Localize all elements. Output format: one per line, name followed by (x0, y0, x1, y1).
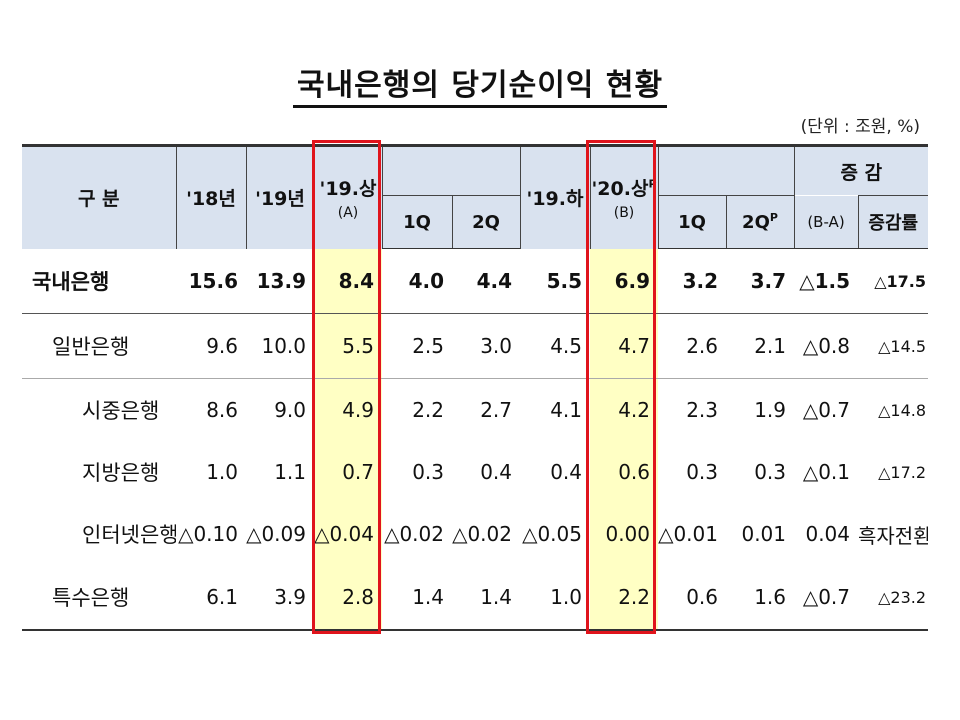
table-cell: 1.4 (452, 565, 520, 630)
header-2019-q1: 1Q (382, 196, 452, 249)
table-row: 지방은행 1.0 1.1 0.7 0.3 0.4 0.4 0.6 0.3 0.3 △0.1 △17.2 (22, 441, 928, 503)
table-cell: 0.3 (382, 441, 452, 503)
header-2018: '18년 (176, 146, 246, 249)
table-row: 시중은행 8.6 9.0 4.9 2.2 2.7 4.1 4.2 2.3 1.9 △0.7 △14.8 (22, 379, 928, 442)
table-cell: 4.0 (382, 249, 452, 314)
header-change-rate: 증감률 (858, 196, 928, 249)
net-income-table: 구 분 '18년 '19년 '19.상 (A) '19.하 '20.상P (B) 증… (22, 144, 928, 631)
table-cell: △0.7 (794, 379, 858, 442)
table-cell: 3.0 (452, 314, 520, 379)
table-cell: 0.01 (726, 503, 794, 565)
header-2020-q1: 1Q (658, 196, 726, 249)
header-change-diff: (B-A) (794, 196, 858, 249)
table-cell: △0.02 (382, 503, 452, 565)
table-cell: 흑자전환 (858, 503, 928, 565)
table-cell: 2.1 (726, 314, 794, 379)
table-cell: 10.0 (246, 314, 314, 379)
row-label: 국내은행 (22, 249, 176, 314)
header-2019-quarter-group (382, 146, 520, 196)
header-2020-quarter-group (658, 146, 794, 196)
table-cell: 0.3 (726, 441, 794, 503)
table-cell: 1.1 (246, 441, 314, 503)
table-cell: 0.6 (658, 565, 726, 630)
header-2019-h2: '19.하 (520, 146, 590, 249)
table-cell: 13.9 (246, 249, 314, 314)
table-cell: △0.10 (176, 503, 246, 565)
table-row: 국내은행 15.6 13.9 8.4 4.0 4.4 5.5 6.9 3.2 3.7 △1.5 △17… (22, 249, 928, 314)
header-2020-q2: 2QP (726, 196, 794, 249)
table-cell: 4.5 (520, 314, 590, 379)
table-cell: 1.9 (726, 379, 794, 442)
table-cell: 9.0 (246, 379, 314, 442)
table-row: 일반은행 9.6 10.0 5.5 2.5 3.0 4.5 4.7 2.6 2.1 △0.8 △14.… (22, 314, 928, 379)
table-cell: △0.8 (794, 314, 858, 379)
table-cell: 0.3 (658, 441, 726, 503)
table-cell: △0.09 (246, 503, 314, 565)
table-cell: 2.5 (382, 314, 452, 379)
table-cell: △17.5 (858, 249, 928, 314)
page-title: 국내은행의 당기순이익 현황 (0, 60, 960, 104)
table-cell: △1.5 (794, 249, 858, 314)
unit-note: (단위 : 조원, %) (801, 112, 920, 137)
table-cell: △14.8 (858, 379, 928, 442)
table-cell: △14.5 (858, 314, 928, 379)
table-cell: 3.2 (658, 249, 726, 314)
table-cell: 3.7 (726, 249, 794, 314)
row-label: 특수은행 (22, 565, 176, 630)
table-row: 인터넷은행 △0.10 △0.09 △0.04 △0.02 △0.02 △0.05 0.00 △… (22, 503, 928, 565)
table-cell: 2.6 (658, 314, 726, 379)
header-row-1: 구 분 '18년 '19년 '19.상 (A) '19.하 '20.상P (B) 증… (22, 146, 928, 196)
table-cell: 0.4 (452, 441, 520, 503)
highlight-box-2019-h1 (312, 140, 381, 634)
table-cell: 3.9 (246, 565, 314, 630)
table-cell: 2.7 (452, 379, 520, 442)
table-cell: △23.2 (858, 565, 928, 630)
table-cell: 6.1 (176, 565, 246, 630)
row-label: 일반은행 (22, 314, 176, 379)
header-2019-q2: 2Q (452, 196, 520, 249)
row-label: 시중은행 (22, 379, 176, 442)
row-label: 인터넷은행 (22, 503, 176, 565)
header-2020-q2-label: 2Q (742, 212, 770, 233)
table-cell: 15.6 (176, 249, 246, 314)
table-cell: 9.6 (176, 314, 246, 379)
table-cell: 2.3 (658, 379, 726, 442)
header-change-label: 증 감 (840, 162, 882, 184)
page-title-text: 국내은행의 당기순이익 현황 (293, 68, 667, 108)
header-2019: '19년 (246, 146, 314, 249)
highlight-box-2020-h1 (586, 140, 656, 634)
header-category: 구 분 (22, 146, 176, 249)
table-cell: 1.4 (382, 565, 452, 630)
table-cell: 1.6 (726, 565, 794, 630)
table-row: 특수은행 6.1 3.9 2.8 1.4 1.4 1.0 2.2 0.6 1.6 △0.7 △23.2 (22, 565, 928, 630)
header-change: 증 감 (794, 146, 928, 196)
table-cell: 5.5 (520, 249, 590, 314)
table-cell: 4.1 (520, 379, 590, 442)
table-cell: △17.2 (858, 441, 928, 503)
table-body: 국내은행 15.6 13.9 8.4 4.0 4.4 5.5 6.9 3.2 3.7 △1.5 △17… (22, 249, 928, 631)
table-cell: 8.6 (176, 379, 246, 442)
table-cell: △0.1 (794, 441, 858, 503)
row-label: 지방은행 (22, 441, 176, 503)
table-cell: 4.4 (452, 249, 520, 314)
table-cell: 2.2 (382, 379, 452, 442)
table-cell: 1.0 (176, 441, 246, 503)
table-cell: 0.04 (794, 503, 858, 565)
header-2020-q2-sup: P (770, 211, 778, 224)
table-cell: △0.02 (452, 503, 520, 565)
table-cell: 1.0 (520, 565, 590, 630)
table-cell: △0.7 (794, 565, 858, 630)
table-cell: △0.05 (520, 503, 590, 565)
table-cell: △0.01 (658, 503, 726, 565)
table-cell: 0.4 (520, 441, 590, 503)
